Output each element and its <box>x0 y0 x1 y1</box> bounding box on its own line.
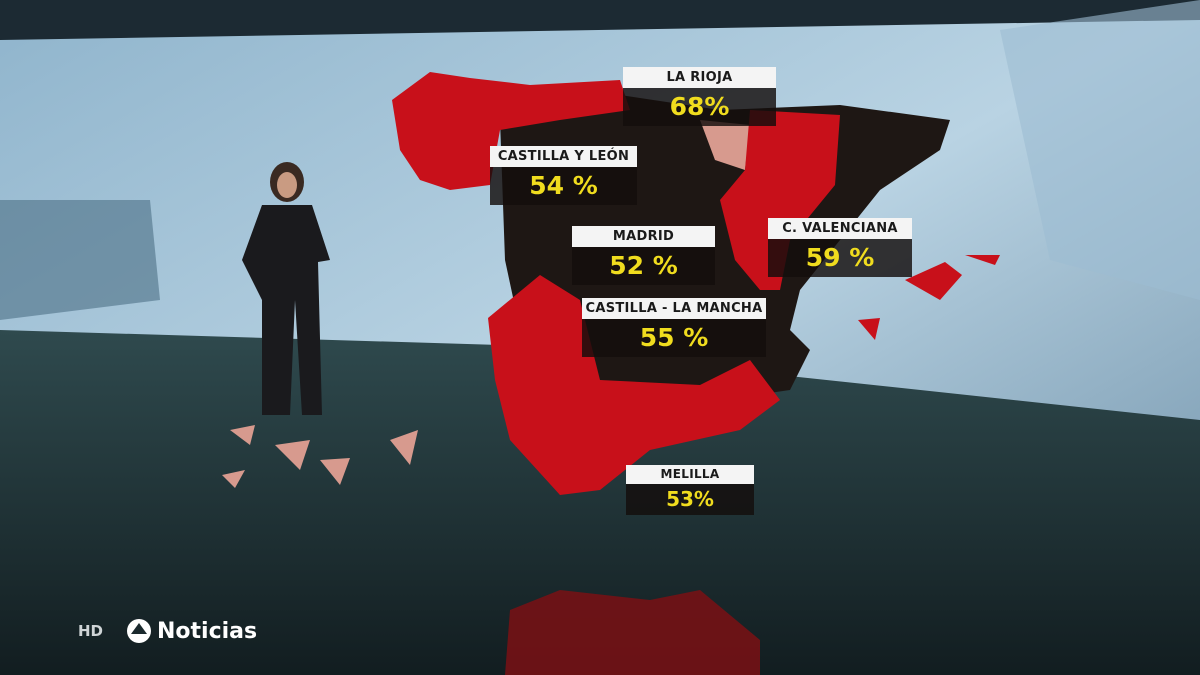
map-reflection <box>505 590 760 675</box>
region-name: MELILLA <box>626 465 754 484</box>
label-castilla-y-leon: CASTILLA Y LEÓN 54 % <box>490 146 637 205</box>
region-value: 68% <box>623 88 776 126</box>
region-value: 53% <box>626 484 754 515</box>
region-northwest-red <box>392 72 630 190</box>
region-value: 54 % <box>490 167 637 205</box>
region-south-red <box>488 275 780 495</box>
region-aragon-valencia-red <box>720 110 840 290</box>
region-name: C. VALENCIANA <box>768 218 912 239</box>
region-value: 59 % <box>768 239 912 277</box>
antena3-logo-icon <box>127 619 152 643</box>
label-la-rioja: LA RIOJA 68% <box>623 67 776 126</box>
label-madrid: MADRID 52 % <box>572 226 715 285</box>
region-name: MADRID <box>572 226 715 247</box>
label-melilla: MELILLA 53% <box>626 465 754 515</box>
label-castilla-la-mancha: CASTILLA - LA MANCHA 55 % <box>582 298 766 357</box>
region-la-rioja <box>700 120 750 170</box>
region-name: CASTILLA Y LEÓN <box>490 146 637 167</box>
channel-logo: HD Noticias <box>78 618 257 644</box>
region-name: CASTILLA - LA MANCHA <box>582 298 766 319</box>
region-value: 55 % <box>582 319 766 357</box>
presenter <box>242 162 330 415</box>
region-name: LA RIOJA <box>623 67 776 88</box>
region-value: 52 % <box>572 247 715 285</box>
hd-badge: HD <box>78 622 104 640</box>
label-c-valenciana: C. VALENCIANA 59 % <box>768 218 912 277</box>
canary-islands <box>222 425 418 488</box>
brand-name: Noticias <box>157 618 258 644</box>
balearic-islands <box>858 255 1000 340</box>
